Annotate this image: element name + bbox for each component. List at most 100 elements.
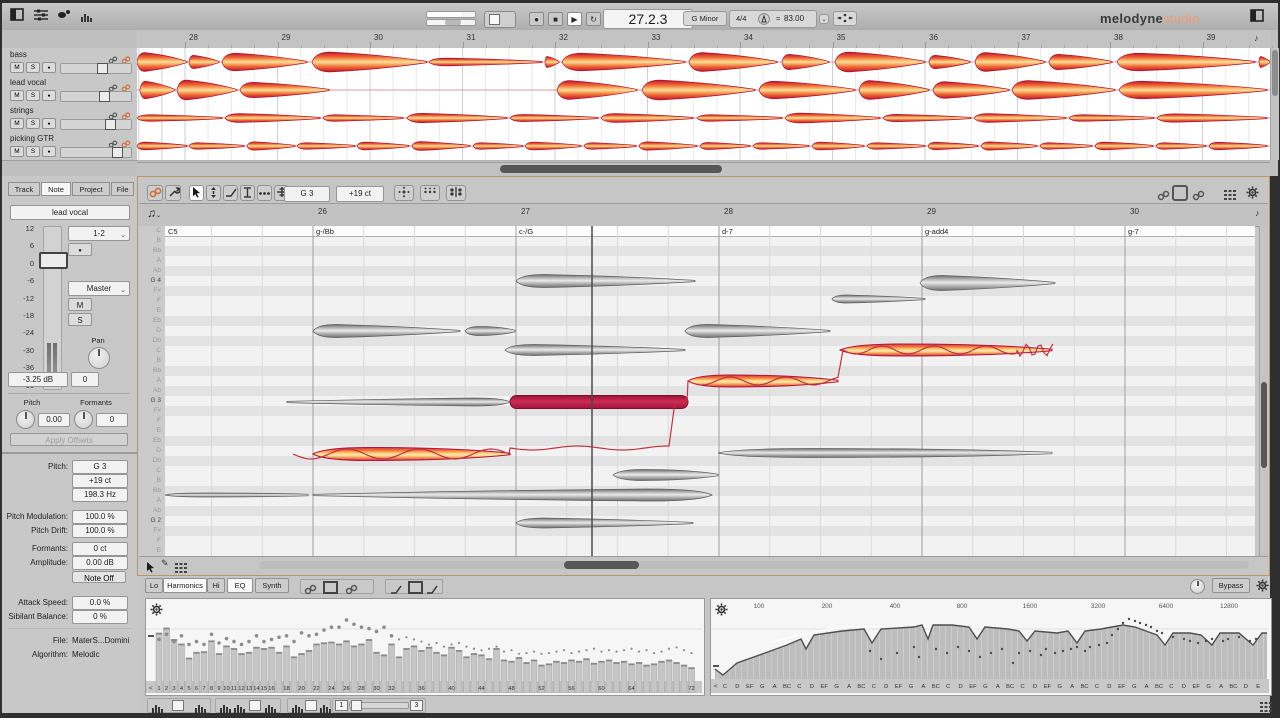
track-volume-handle[interactable] [105, 119, 116, 130]
pitch-drift-tool-button[interactable] [223, 185, 238, 201]
note-freq-value[interactable]: 198.3 Hz [72, 488, 128, 502]
output-select[interactable]: Master ⌄ [68, 281, 130, 296]
editor-gear-icon[interactable] [1246, 186, 1259, 204]
sound-tab-hi[interactable]: Hi [207, 578, 225, 593]
track-header-lead-vocal[interactable]: lead vocal M S ● [2, 76, 137, 105]
pan-knob[interactable] [88, 347, 110, 369]
tempo-dropdown[interactable]: ⌄ [819, 14, 829, 24]
editor-grid-icon[interactable] [175, 560, 187, 578]
eq-panel[interactable]: 100 200 400 800 1600 3200 6400 12800 < C D EF G A BC C D… [710, 598, 1272, 696]
track-link-orange-icon[interactable] [121, 79, 131, 97]
editor-vertical-scrollbar[interactable] [1259, 226, 1269, 556]
inspector-tab-track[interactable]: Track [8, 182, 40, 196]
harmonics-gear-icon[interactable] [150, 603, 163, 621]
inspector-tab-note[interactable]: Note [41, 182, 71, 196]
ramp-icon-2[interactable] [426, 582, 438, 600]
contour-select-box[interactable] [408, 581, 423, 594]
spectrum-view-icon[interactable] [80, 9, 96, 25]
snap-button[interactable] [833, 11, 857, 26]
tempo-value[interactable]: 83.00 [784, 14, 805, 23]
sound-tab-lo[interactable]: Lo [145, 578, 163, 593]
track-solo-button[interactable]: S [26, 146, 40, 157]
select-box[interactable] [323, 581, 338, 594]
play-button[interactable]: ▶ [567, 12, 582, 26]
track-name-field[interactable]: lead vocal [10, 205, 130, 220]
track-volume-handle[interactable] [99, 91, 110, 102]
bottom-gear-icon[interactable] [1256, 579, 1269, 597]
track-link-icon[interactable] [108, 107, 118, 125]
track-lane-lead-vocal[interactable] [137, 76, 1270, 105]
range-slider-handle[interactable] [351, 700, 362, 711]
pitch-offset-value[interactable]: 0.00 [38, 413, 70, 427]
amplitude-value[interactable]: 0.00 dB [72, 556, 128, 570]
cycle-range-control[interactable] [484, 11, 516, 28]
link-left-icon[interactable] [1157, 188, 1170, 206]
volume-value[interactable]: -3.25 dB [8, 372, 68, 387]
volume-fader-track[interactable] [43, 226, 62, 390]
mute-button[interactable]: M [68, 298, 92, 311]
pitch-macro-button[interactable] [394, 185, 414, 201]
inspector-tab-project[interactable]: Project [72, 182, 110, 196]
frame-box-button[interactable] [1172, 185, 1188, 201]
track-header-bass[interactable]: bass M S ● [2, 48, 137, 77]
note-editor-grid[interactable]: C5 g-/Bb c-/G d-7 g-add4 g-7 [165, 226, 1255, 556]
timeline-note-icon[interactable]: ♪ [1254, 33, 1259, 43]
amplitude-tool-button[interactable] [257, 185, 272, 201]
track-volume-handle[interactable] [112, 147, 123, 158]
edit-mode-icon[interactable] [165, 185, 181, 201]
input-select[interactable]: 1-2 ⌄ [68, 226, 130, 241]
zoom-handle-2[interactable] [249, 700, 261, 711]
track-volume-slider[interactable] [60, 147, 132, 158]
toolbar-pitch-field[interactable]: G 3 [284, 186, 330, 202]
track-timeline-ruler[interactable]: 28 29 30 31 32 33 34 35 36 37 38 39 [137, 30, 1273, 49]
key-button[interactable]: G Minor [683, 11, 727, 26]
tempo-cluster[interactable]: 4/4 = 83.00 [729, 10, 817, 28]
editor-hscroll-handle[interactable] [564, 561, 639, 569]
record-button[interactable]: ● [529, 12, 544, 26]
track-header-strings[interactable]: strings M S ● [2, 104, 137, 133]
range-max-value[interactable]: 3 [410, 700, 423, 711]
track-mute-button[interactable]: M [10, 146, 24, 157]
track-lane-strings[interactable] [137, 104, 1270, 133]
record-arm-button[interactable]: ● [68, 243, 92, 256]
bottom-right-grid-icon[interactable] [1260, 699, 1272, 717]
editor-vscroll-handle[interactable] [1261, 382, 1267, 468]
track-link-icon[interactable] [108, 79, 118, 97]
time-display[interactable]: 27.2.3 [603, 9, 693, 29]
main-tool-button[interactable] [189, 185, 204, 201]
track-link-orange-icon[interactable] [121, 51, 131, 69]
bypass-button[interactable]: Bypass [1212, 578, 1250, 593]
apply-offsets-button[interactable]: Apply Offsets [10, 433, 128, 446]
pitch-drift-value[interactable]: 100.0 % [72, 524, 128, 538]
track-lane-bass[interactable] [137, 48, 1270, 77]
link-icon[interactable] [304, 582, 317, 600]
editor-pencil-icon[interactable]: ✎ [161, 558, 169, 568]
track-link-icon[interactable] [108, 51, 118, 69]
range-slider[interactable] [349, 702, 409, 709]
monitor-level-slider[interactable] [426, 11, 476, 18]
range-min-value[interactable]: 1 [335, 700, 348, 711]
link-right-icon[interactable] [1192, 188, 1205, 206]
zoom-handle-3[interactable] [305, 700, 317, 711]
window-mode-icon[interactable] [1250, 9, 1264, 23]
time-signature[interactable]: 4/4 [736, 14, 747, 23]
track-arm-button[interactable]: ● [42, 62, 56, 73]
track-volume-handle[interactable] [97, 63, 108, 74]
track-vscroll-handle[interactable] [1272, 50, 1278, 96]
track-solo-button[interactable]: S [26, 62, 40, 73]
ramp-icon-1[interactable] [390, 582, 402, 600]
solo-button[interactable]: S [68, 313, 92, 326]
harmonics-panel[interactable]: <1 2 3 4 5 6 7 8 9 10 11 12 13 14 15 16 18 20 22 24 26 28 30 32… [145, 598, 705, 696]
track-mute-button[interactable]: M [10, 118, 24, 129]
pan-value[interactable]: 0 [71, 372, 99, 387]
sibilant-balance-value[interactable]: 0 % [72, 610, 128, 624]
inspector-tab-file[interactable]: File [111, 182, 134, 196]
volume-fader-handle[interactable] [39, 252, 68, 269]
formant-offset-knob[interactable] [74, 410, 93, 429]
note-off-button[interactable]: Note Off [72, 571, 126, 583]
sound-tab-harmonics[interactable]: Harmonics [163, 578, 207, 593]
sound-tab-eq[interactable]: EQ [227, 578, 253, 593]
time-macro-button[interactable] [420, 185, 440, 201]
track-link-icon[interactable] [108, 135, 118, 153]
monitor-pan-slider[interactable] [426, 19, 476, 26]
